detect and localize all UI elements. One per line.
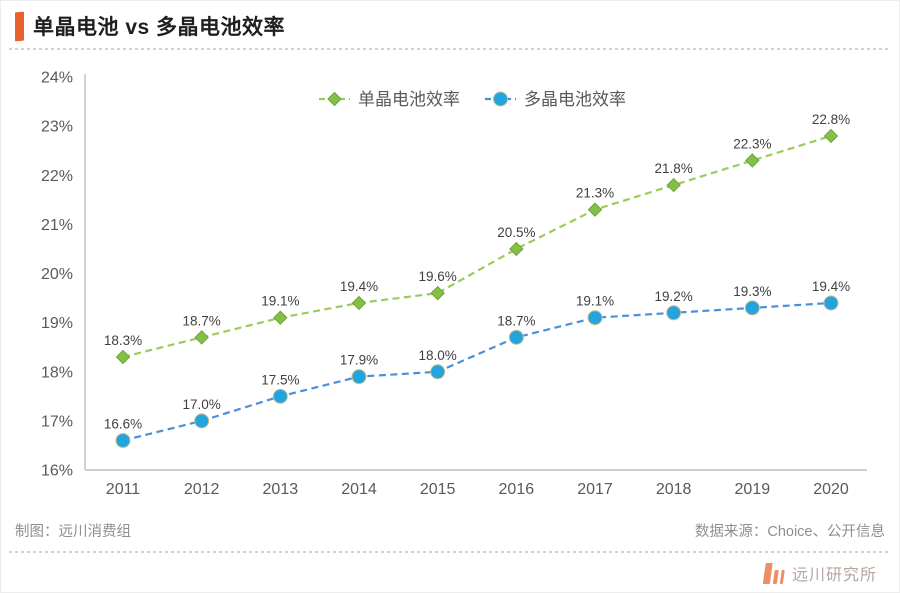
svg-text:16%: 16%: [41, 463, 73, 480]
logo-bars-icon: [762, 563, 786, 588]
data-label: 18.3%: [104, 333, 142, 348]
svg-text:2013: 2013: [263, 481, 299, 498]
legend-label: 单晶电池效率: [358, 90, 460, 109]
header-divider: [9, 48, 891, 50]
header: 单晶电池 vs 多晶电池效率: [15, 11, 285, 41]
data-label: 17.0%: [183, 397, 221, 412]
data-label: 20.5%: [497, 225, 535, 240]
data-label: 19.1%: [261, 294, 299, 309]
y-axis-labels: 16% 17% 18% 19% 20% 21% 22% 23% 24%: [41, 70, 73, 480]
data-label: 18.7%: [497, 313, 535, 328]
data-label: 18.7%: [183, 313, 221, 328]
svg-text:23%: 23%: [41, 119, 73, 136]
data-label: 18.0%: [419, 348, 457, 363]
svg-text:2016: 2016: [499, 481, 535, 498]
svg-text:22%: 22%: [41, 168, 73, 185]
data-label: 19.3%: [733, 284, 771, 299]
data-label: 16.6%: [104, 417, 142, 432]
data-label: 22.3%: [733, 137, 771, 152]
data-label: 19.2%: [655, 289, 693, 304]
page-title: 单晶电池 vs 多晶电池效率: [33, 16, 286, 39]
series-poly: 16.6% 17.0% 17.5% 17.9% 18.0% 18.7% 19.1% 19.2%…: [104, 279, 850, 449]
data-label: 21.3%: [576, 186, 614, 201]
data-source-text: 数据来源：Choice、公开信息: [694, 524, 885, 540]
legend-label: 多晶电池效率: [524, 90, 626, 109]
x-axis-labels: 2011 2012 2013 2014 2015 2016 2017 2018 2019 2020: [106, 481, 849, 498]
svg-text:24%: 24%: [41, 70, 73, 87]
data-label: 19.1%: [576, 294, 614, 309]
data-label: 21.8%: [655, 161, 693, 176]
svg-text:2015: 2015: [420, 481, 456, 498]
yuanchuan-logo: 远川研究所: [762, 558, 877, 588]
logo-text: 远川研究所: [791, 567, 877, 584]
svg-text:17%: 17%: [41, 413, 73, 430]
svg-text:2012: 2012: [184, 481, 220, 498]
footer-divider: [9, 551, 891, 553]
svg-text:2019: 2019: [735, 481, 771, 498]
credit-text: 制图：远川消费组: [15, 524, 131, 540]
svg-text:18%: 18%: [41, 364, 73, 381]
series-mono: 18.3% 18.7% 19.1% 19.4% 19.6% 20.5% 21.3% 21.8%…: [104, 112, 850, 365]
footer: 制图：远川消费组 数据来源：Choice、公开信息: [15, 520, 885, 541]
data-label: 19.6%: [419, 269, 457, 284]
data-label: 19.4%: [340, 279, 378, 294]
data-label: 22.8%: [812, 112, 850, 127]
legend: 单晶电池效率 多晶电池效率: [319, 90, 626, 109]
data-label: 17.9%: [340, 353, 378, 368]
svg-text:2011: 2011: [106, 481, 141, 498]
svg-text:19%: 19%: [41, 315, 73, 332]
svg-text:2017: 2017: [577, 481, 613, 498]
data-label: 17.5%: [261, 372, 299, 387]
axes: [84, 74, 867, 471]
svg-text:2020: 2020: [813, 481, 849, 498]
data-label: 19.4%: [812, 279, 850, 294]
svg-text:2018: 2018: [656, 481, 692, 498]
svg-text:20%: 20%: [41, 266, 73, 283]
svg-text:2014: 2014: [341, 481, 377, 498]
svg-text:21%: 21%: [41, 217, 73, 234]
